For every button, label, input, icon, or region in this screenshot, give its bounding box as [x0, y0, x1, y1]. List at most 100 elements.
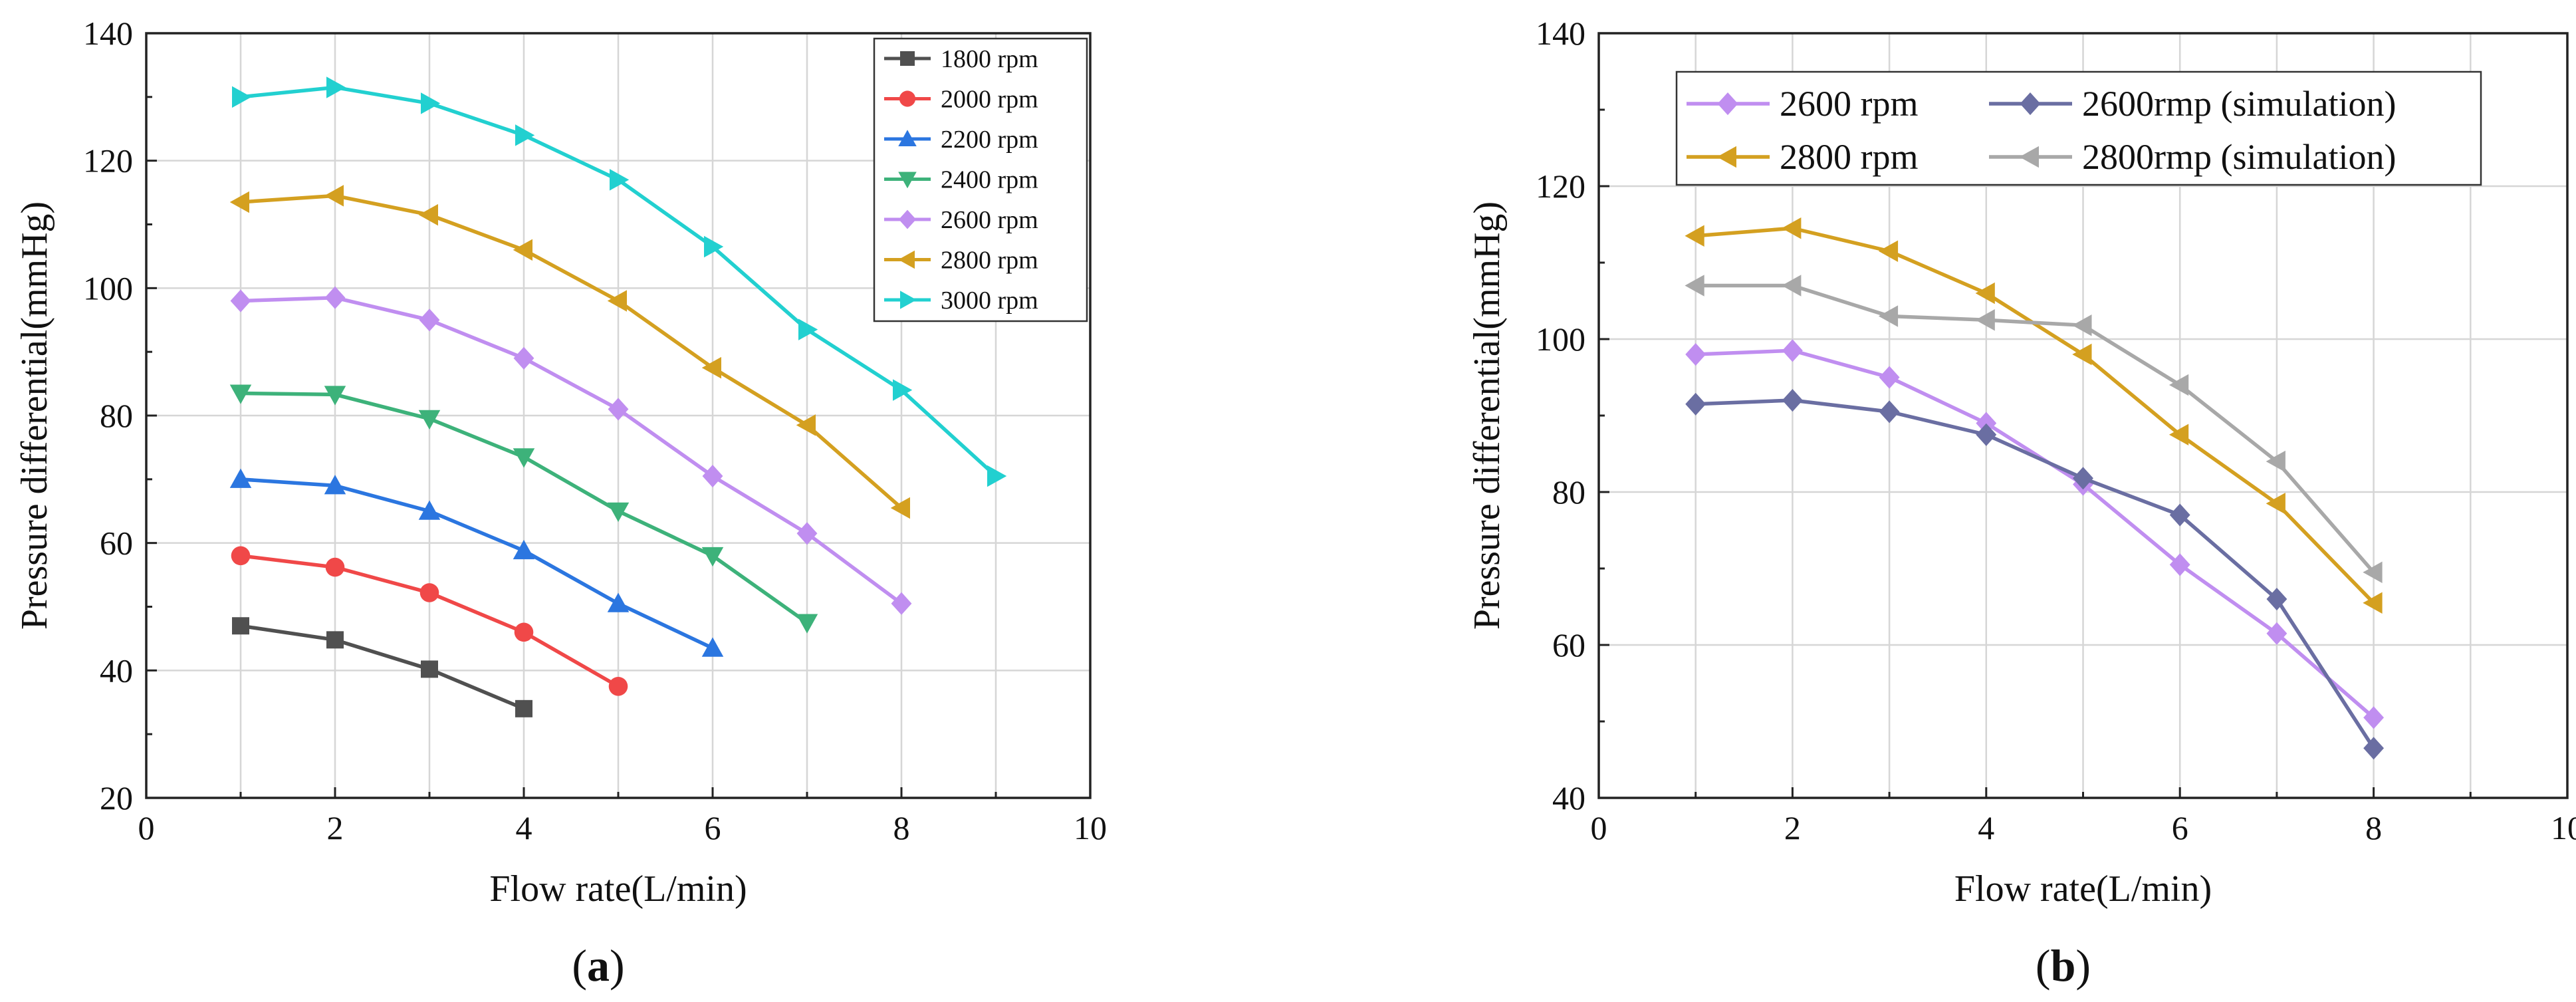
data-point: [701, 547, 724, 567]
y-axis-label: Pressure differential(mmHg): [1466, 201, 1508, 630]
data-point: [418, 203, 438, 226]
data-point: [1782, 275, 1802, 297]
legend-item: 2800rmp (simulation): [1989, 137, 2396, 177]
data-point: [421, 92, 441, 114]
data-point: [2363, 592, 2383, 614]
data-point: [324, 286, 346, 309]
data-point: [796, 614, 818, 634]
series-2600rmp-simulation-: [1685, 388, 2385, 760]
chart-panel-b: 0 2 4 6 8 10 40 60 80 100 120 140 Flow rate(L/min) Pr…: [1466, 15, 2576, 991]
data-point: [987, 465, 1007, 487]
legend-marker: [899, 90, 916, 107]
series-line: [1695, 398, 2375, 749]
data-point: [2073, 467, 2093, 490]
data-point: [1685, 342, 1706, 366]
series-line: [240, 295, 903, 605]
legend-label: 2800 rpm: [941, 247, 1038, 275]
legend-item: 2400 rpm: [884, 166, 1038, 194]
data-point: [1975, 282, 1995, 305]
legend-marker: [2020, 92, 2041, 116]
data-point: [2266, 622, 2287, 645]
data-point: [701, 637, 724, 657]
legend-marker: [2019, 146, 2039, 168]
data-point: [1975, 309, 1995, 331]
x-tick-label: 10: [1074, 809, 1107, 846]
legend: 1800 rpm 2000 rpm 2200 rpm 2400 rpm 2600 rpm…: [873, 37, 1088, 322]
legend-item: 2600rmp (simulation): [1989, 84, 2396, 124]
x-tick-label: 6: [2172, 809, 2188, 846]
x-tick-label: 0: [138, 809, 155, 846]
data-point: [232, 86, 252, 108]
data-point: [796, 522, 818, 545]
panel-label: (b): [2036, 940, 2091, 991]
data-point: [419, 309, 440, 332]
data-point: [2072, 343, 2092, 366]
data-point: [1685, 392, 1706, 416]
data-point: [419, 583, 439, 602]
data-point: [1782, 388, 1803, 412]
data-point: [798, 318, 818, 340]
data-point: [2168, 424, 2189, 445]
legend-item: 2200 rpm: [884, 126, 1038, 154]
legend-label: 2600 rpm: [1780, 84, 1919, 124]
data-point: [2363, 706, 2385, 729]
y-tick-label: 120: [83, 142, 133, 180]
chart-panel-a: 0 2 4 6 8 10 20 40 60 80 100 120 140 Flow rate(L/min)…: [14, 15, 1107, 991]
data-point: [1879, 366, 1900, 389]
data-point: [608, 676, 628, 696]
data-point: [515, 124, 535, 146]
legend-marker: [900, 291, 917, 309]
data-point: [326, 76, 346, 98]
data-point: [1878, 240, 1899, 262]
legend-label: 3000 rpm: [941, 287, 1038, 314]
legend-marker: [1717, 92, 1738, 116]
data-point: [607, 592, 630, 612]
y-tick-label: 100: [83, 269, 133, 307]
legend-label: 2600 rpm: [941, 206, 1038, 234]
legend-item: 2800 rpm: [884, 247, 1038, 275]
series-line: [240, 477, 714, 650]
series-line: [240, 624, 525, 711]
data-point: [1878, 305, 1899, 327]
legend-label: 2000 rpm: [941, 86, 1038, 114]
y-tick-label: 80: [100, 397, 133, 434]
legend-label: 2400 rpm: [941, 166, 1038, 194]
data-point: [1976, 412, 1997, 435]
series-2200-rpm: [229, 468, 724, 657]
data-point: [513, 448, 535, 468]
data-point: [702, 464, 723, 488]
legend-marker: [898, 209, 917, 229]
y-axis-label: Pressure differential(mmHg): [14, 201, 55, 630]
legend-box: [1675, 70, 2482, 186]
data-point: [229, 468, 252, 488]
data-point: [704, 235, 724, 258]
legend: 2600 rpm 2800 rpm 2600rmp (simulation) 2800…: [1675, 70, 2482, 186]
y-tick-label: 40: [100, 652, 133, 689]
x-tick-label: 8: [893, 809, 910, 846]
data-point: [2168, 374, 2189, 396]
data-point: [890, 497, 910, 519]
data-point: [2169, 553, 2190, 576]
data-point: [232, 617, 249, 635]
legend-label: 2200 rpm: [941, 126, 1038, 154]
legend-marker: [898, 250, 915, 269]
x-tick-label: 2: [1784, 809, 1801, 846]
y-tick-label: 60: [1552, 626, 1585, 664]
data-point: [891, 592, 912, 615]
series-2600-rpm: [230, 286, 912, 615]
x-tick-label: 4: [1978, 809, 1994, 846]
data-point: [1879, 400, 1900, 424]
series-line: [1695, 348, 2375, 719]
data-point: [421, 660, 438, 678]
x-tick-label: 4: [516, 809, 532, 846]
data-point: [324, 475, 346, 495]
series-2800rmp-simulation-: [1685, 275, 2383, 583]
x-tick-label: 0: [1591, 809, 1607, 846]
y-tick-label: 40: [1552, 779, 1585, 816]
data-point: [607, 290, 627, 312]
legend-marker: [900, 51, 915, 66]
series-line: [240, 193, 903, 510]
legend-label: 1800 rpm: [941, 45, 1038, 73]
data-point: [513, 539, 535, 560]
